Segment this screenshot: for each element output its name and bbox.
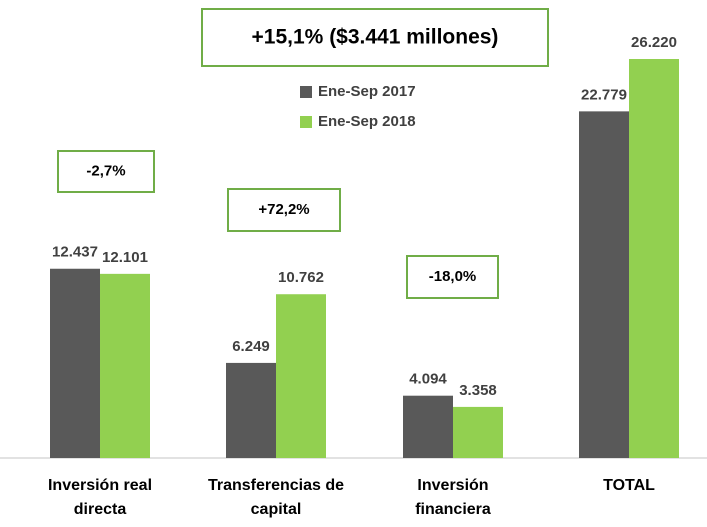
bar: [629, 59, 679, 458]
value-label: 26.220: [631, 34, 677, 51]
legend-label: Ene-Sep 2017: [318, 83, 416, 100]
x-tick-label: TOTAL: [603, 477, 655, 494]
annotation: -18,0%: [429, 268, 477, 285]
title-box: [201, 8, 549, 67]
legend-label: Ene-Sep 2018: [318, 113, 416, 130]
legend-swatch: [300, 86, 312, 98]
chart-title: +15,1% ($3.441 millones): [252, 26, 499, 49]
bar: [226, 362, 276, 458]
bar: [403, 395, 453, 458]
x-tick-label: Transferencias de capital: [207, 477, 345, 518]
bar: [276, 294, 326, 458]
annotation-box: [57, 150, 155, 193]
value-label: 22.779: [581, 86, 627, 103]
x-tick-label: Inversión real directa: [47, 477, 153, 518]
value-label: 3.358: [459, 382, 497, 399]
bar: [50, 268, 100, 458]
legend-swatch: [300, 116, 312, 128]
value-label: 12.437: [52, 244, 98, 261]
bar: [100, 273, 150, 458]
value-label: 4.094: [409, 371, 447, 388]
value-label: 6.249: [232, 338, 270, 355]
bar: [453, 406, 503, 458]
value-label: 12.101: [102, 249, 148, 266]
annotation: +72,2%: [258, 201, 309, 218]
annotation-box: [406, 255, 499, 299]
annotation-box: [227, 188, 341, 232]
annotation: -2,7%: [86, 162, 125, 179]
x-tick-label: Inversión financiera: [415, 477, 491, 518]
bar: [579, 111, 629, 459]
value-label: 10.762: [278, 269, 324, 286]
